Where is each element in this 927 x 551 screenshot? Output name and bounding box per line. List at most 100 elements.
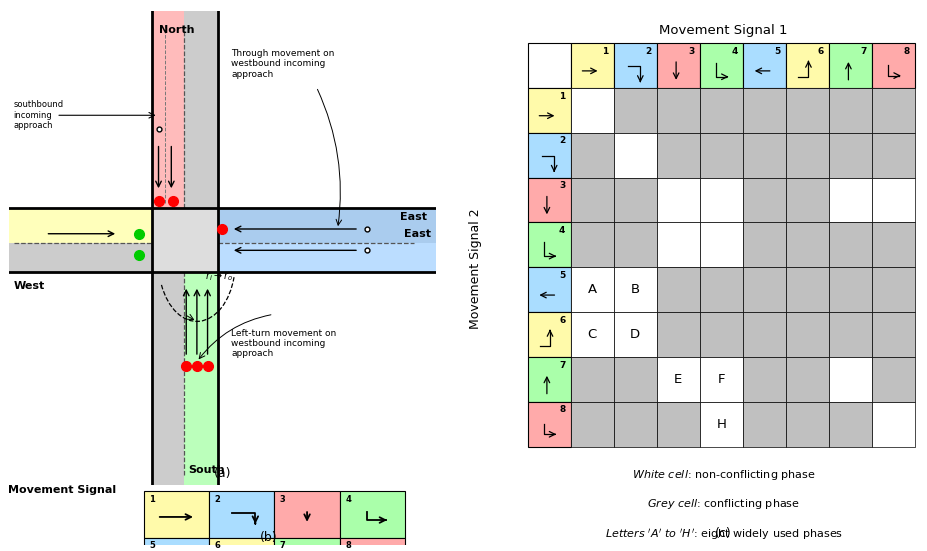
Text: $\mathit{Letters\ 'A'\ to\ 'H'}$: eight widely used phases: $\mathit{Letters\ 'A'\ to\ 'H'}$: eight … [604, 527, 843, 542]
Bar [9, 208, 152, 243]
FancyBboxPatch shape [614, 267, 656, 312]
FancyBboxPatch shape [527, 357, 571, 402]
Text: (c): (c) [716, 527, 732, 540]
Text: 3: 3 [280, 495, 286, 504]
FancyBboxPatch shape [786, 312, 829, 357]
Text: 2: 2 [214, 495, 221, 504]
Text: 4: 4 [559, 226, 565, 235]
Text: southbound
incoming
approach: southbound incoming approach [14, 100, 64, 130]
Bar [218, 208, 436, 243]
FancyBboxPatch shape [872, 312, 915, 357]
FancyBboxPatch shape [829, 88, 872, 133]
FancyBboxPatch shape [872, 88, 915, 133]
FancyBboxPatch shape [656, 223, 700, 267]
Text: 6: 6 [559, 316, 565, 325]
Bar [274, 538, 340, 551]
Text: 3: 3 [559, 181, 565, 190]
FancyBboxPatch shape [527, 312, 571, 357]
Bar [218, 208, 436, 272]
Text: B: B [630, 283, 640, 296]
FancyBboxPatch shape [743, 223, 786, 267]
Text: 8: 8 [904, 47, 910, 56]
FancyBboxPatch shape [656, 312, 700, 357]
FancyBboxPatch shape [527, 223, 571, 267]
Text: Through movement on
westbound incoming
approach: Through movement on westbound incoming a… [231, 49, 335, 79]
Text: Movement Signal 2: Movement Signal 2 [469, 209, 482, 329]
FancyBboxPatch shape [571, 312, 614, 357]
Text: 7: 7 [559, 360, 565, 370]
Text: 2: 2 [559, 136, 565, 145]
FancyBboxPatch shape [656, 402, 700, 447]
FancyBboxPatch shape [571, 88, 614, 133]
FancyBboxPatch shape [872, 177, 915, 223]
Text: 7: 7 [280, 541, 286, 550]
FancyBboxPatch shape [527, 267, 571, 312]
FancyBboxPatch shape [872, 133, 915, 177]
Text: Movement Signal 1: Movement Signal 1 [659, 24, 788, 37]
FancyBboxPatch shape [614, 177, 656, 223]
FancyBboxPatch shape [527, 177, 571, 223]
Text: $r_i \rightarrow r_o$: $r_i \rightarrow r_o$ [206, 270, 234, 283]
FancyBboxPatch shape [614, 402, 656, 447]
Bar [152, 272, 184, 485]
FancyBboxPatch shape [527, 88, 571, 133]
FancyBboxPatch shape [700, 223, 743, 267]
FancyBboxPatch shape [571, 177, 614, 223]
FancyBboxPatch shape [571, 402, 614, 447]
Bar [152, 0, 184, 208]
Text: East: East [400, 212, 427, 222]
FancyBboxPatch shape [829, 267, 872, 312]
Text: 6: 6 [214, 541, 221, 550]
FancyBboxPatch shape [571, 223, 614, 267]
FancyBboxPatch shape [829, 312, 872, 357]
FancyBboxPatch shape [786, 177, 829, 223]
Text: 5: 5 [775, 47, 781, 56]
Text: 5: 5 [559, 271, 565, 280]
FancyBboxPatch shape [829, 402, 872, 447]
FancyBboxPatch shape [614, 88, 656, 133]
FancyBboxPatch shape [614, 43, 656, 88]
FancyBboxPatch shape [571, 267, 614, 312]
FancyBboxPatch shape [743, 177, 786, 223]
FancyBboxPatch shape [743, 133, 786, 177]
FancyBboxPatch shape [743, 88, 786, 133]
Text: (b): (b) [260, 531, 278, 544]
Text: 2: 2 [645, 47, 652, 56]
FancyBboxPatch shape [743, 312, 786, 357]
FancyBboxPatch shape [571, 43, 614, 88]
FancyBboxPatch shape [872, 223, 915, 267]
Text: 8: 8 [345, 541, 351, 550]
Text: $\mathit{White\ cell}$: non-conflicting phase: $\mathit{White\ cell}$: non-conflicting … [632, 468, 816, 482]
Text: C: C [588, 328, 597, 341]
Bar [339, 491, 405, 538]
FancyBboxPatch shape [614, 133, 656, 177]
Bar [152, 208, 218, 272]
FancyBboxPatch shape [743, 267, 786, 312]
FancyBboxPatch shape [656, 133, 700, 177]
FancyBboxPatch shape [614, 223, 656, 267]
FancyBboxPatch shape [571, 357, 614, 402]
Text: Movement Signal: Movement Signal [7, 485, 116, 495]
Bar [144, 491, 209, 538]
FancyBboxPatch shape [743, 402, 786, 447]
FancyBboxPatch shape [700, 43, 743, 88]
FancyBboxPatch shape [872, 267, 915, 312]
FancyBboxPatch shape [786, 402, 829, 447]
FancyBboxPatch shape [571, 133, 614, 177]
FancyBboxPatch shape [829, 223, 872, 267]
Text: $\mathit{Grey\ cell}$: conflicting phase: $\mathit{Grey\ cell}$: conflicting phase [647, 498, 800, 511]
FancyBboxPatch shape [656, 88, 700, 133]
FancyBboxPatch shape [743, 357, 786, 402]
Text: 1: 1 [559, 91, 565, 100]
FancyBboxPatch shape [656, 267, 700, 312]
FancyBboxPatch shape [656, 357, 700, 402]
Text: East: East [404, 229, 431, 239]
FancyBboxPatch shape [700, 312, 743, 357]
FancyBboxPatch shape [700, 402, 743, 447]
Text: 8: 8 [559, 406, 565, 414]
Text: 7: 7 [860, 47, 867, 56]
FancyBboxPatch shape [527, 43, 571, 88]
Text: H: H [717, 418, 726, 431]
Text: 4: 4 [731, 47, 738, 56]
FancyBboxPatch shape [700, 267, 743, 312]
